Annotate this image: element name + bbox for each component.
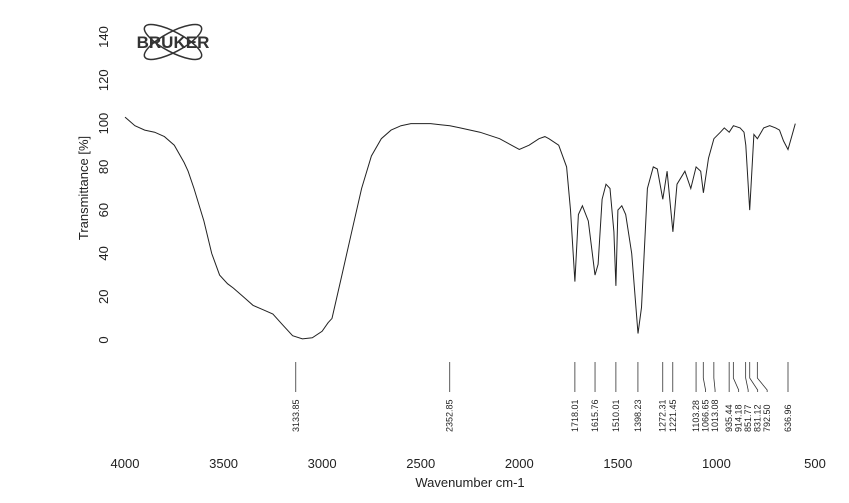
y-tick-label: 0 <box>96 336 111 343</box>
peak-label: 831.12 <box>753 404 763 432</box>
logo-text: BRUKER <box>137 33 210 52</box>
peak-marker <box>713 362 716 392</box>
peak-label: 914.18 <box>734 404 744 432</box>
y-tick-label: 40 <box>96 246 111 260</box>
peak-label: 2352.85 <box>445 399 455 432</box>
peak-marker <box>745 362 749 392</box>
x-tick-label: 3500 <box>209 456 238 471</box>
x-tick-label: 3000 <box>308 456 337 471</box>
x-tick-label: 2500 <box>406 456 435 471</box>
peak-label: 1510.01 <box>611 399 621 432</box>
y-tick-label: 100 <box>96 113 111 135</box>
peak-label: 1013.08 <box>710 399 720 432</box>
peak-marker <box>756 362 768 392</box>
peak-label: 1066.65 <box>701 399 711 432</box>
y-tick-label: 60 <box>96 203 111 217</box>
y-tick-label: 80 <box>96 160 111 174</box>
peak-label: 1221.45 <box>668 399 678 432</box>
peak-label: 1272.31 <box>658 399 668 432</box>
x-tick-label: 2000 <box>505 456 534 471</box>
x-tick-label: 1500 <box>603 456 632 471</box>
peak-label: 935.44 <box>724 404 734 432</box>
x-tick-label: 1000 <box>702 456 731 471</box>
peak-label: 1718.01 <box>570 399 580 432</box>
spectrum-line <box>124 116 796 340</box>
peak-label: 1615.76 <box>590 399 600 432</box>
x-tick-label: 4000 <box>111 456 140 471</box>
peak-label: 3133.85 <box>291 399 301 432</box>
y-axis-title: Transmittance [%] <box>76 136 91 240</box>
peak-label: 851.77 <box>743 404 753 432</box>
peak-marker <box>702 362 706 392</box>
peak-marker <box>749 362 759 392</box>
y-tick-label: 120 <box>96 69 111 91</box>
peak-marker <box>732 362 740 392</box>
peak-label: 792.50 <box>762 404 772 432</box>
y-tick-label: 20 <box>96 289 111 303</box>
peak-label: 1103.28 <box>691 400 701 432</box>
x-axis-title: Wavenumber cm-1 <box>415 475 524 490</box>
peak-label: 1398.23 <box>633 399 643 432</box>
peak-label: 636.96 <box>783 404 793 432</box>
y-tick-label: 140 <box>96 26 111 48</box>
logo: BRUKER <box>137 23 210 61</box>
x-tick-label: 500 <box>804 456 826 471</box>
